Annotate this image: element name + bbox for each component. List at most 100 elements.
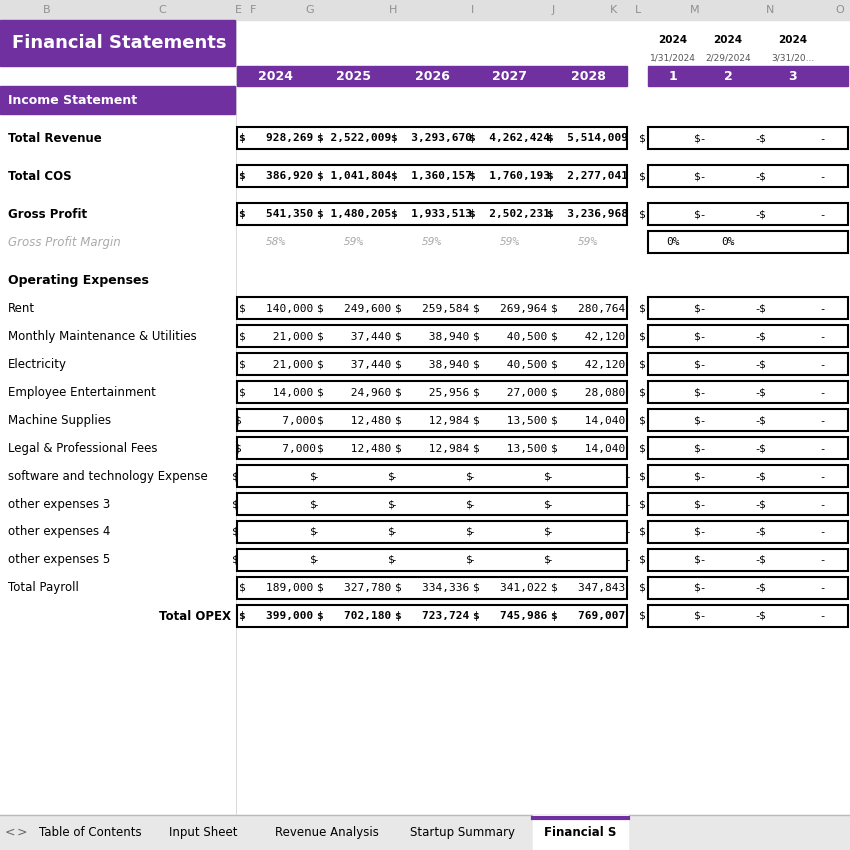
Text: $           -: $ - bbox=[466, 555, 554, 565]
Text: $   347,843: $ 347,843 bbox=[551, 583, 625, 593]
Bar bbox=[237, 549, 627, 571]
Text: $        -: $ - bbox=[639, 209, 706, 219]
Text: $        -: $ - bbox=[759, 499, 827, 509]
Bar bbox=[648, 409, 848, 431]
Text: $   745,986: $ 745,986 bbox=[473, 611, 547, 621]
Bar bbox=[237, 381, 627, 403]
Bar bbox=[237, 577, 627, 599]
Text: $        -: $ - bbox=[694, 331, 762, 341]
Text: $        -: $ - bbox=[694, 527, 762, 537]
Text: 59%: 59% bbox=[500, 237, 520, 247]
Text: Gross Profit: Gross Profit bbox=[8, 207, 87, 220]
Text: $    42,120: $ 42,120 bbox=[551, 331, 625, 341]
Text: $    14,040: $ 14,040 bbox=[551, 443, 625, 453]
Text: $   269,964: $ 269,964 bbox=[473, 303, 547, 313]
Text: $        -: $ - bbox=[759, 555, 827, 565]
Text: $        -: $ - bbox=[639, 387, 706, 397]
Bar bbox=[648, 577, 848, 599]
Bar bbox=[237, 605, 627, 627]
Text: Revenue Analysis: Revenue Analysis bbox=[275, 826, 379, 839]
Text: $   189,000: $ 189,000 bbox=[239, 583, 313, 593]
Text: $        -: $ - bbox=[759, 611, 827, 621]
Bar bbox=[0, 20, 235, 66]
Bar bbox=[237, 353, 627, 375]
Text: 2024: 2024 bbox=[659, 35, 688, 45]
Text: 59%: 59% bbox=[344, 237, 364, 247]
Bar bbox=[648, 203, 848, 225]
Text: $           -: $ - bbox=[544, 527, 632, 537]
Bar bbox=[237, 66, 627, 86]
Text: $  5,514,009: $ 5,514,009 bbox=[547, 133, 628, 143]
Text: Monthly Maintenance & Utilities: Monthly Maintenance & Utilities bbox=[8, 330, 196, 343]
Text: Machine Supplies: Machine Supplies bbox=[8, 413, 111, 427]
Text: $  1,760,193: $ 1,760,193 bbox=[469, 171, 551, 181]
Text: $    25,956: $ 25,956 bbox=[395, 387, 469, 397]
Text: $    24,960: $ 24,960 bbox=[317, 387, 391, 397]
Bar bbox=[237, 493, 627, 515]
Text: Employee Entertainment: Employee Entertainment bbox=[8, 386, 156, 399]
Text: $   280,764: $ 280,764 bbox=[551, 303, 625, 313]
Text: $        -: $ - bbox=[639, 471, 706, 481]
Text: $        -: $ - bbox=[759, 387, 827, 397]
Text: $        -: $ - bbox=[694, 359, 762, 369]
Text: Startup Summary: Startup Summary bbox=[410, 826, 515, 839]
Text: $        -: $ - bbox=[694, 171, 762, 181]
Text: 2/29/2024: 2/29/2024 bbox=[706, 54, 751, 63]
Text: 58%: 58% bbox=[266, 237, 286, 247]
Text: 1/31/2024: 1/31/2024 bbox=[650, 54, 696, 63]
Bar bbox=[648, 325, 848, 347]
Text: $        -: $ - bbox=[694, 387, 762, 397]
Text: Input Sheet: Input Sheet bbox=[169, 826, 238, 839]
Text: $  2,502,231: $ 2,502,231 bbox=[469, 209, 551, 219]
Text: $           -: $ - bbox=[310, 555, 398, 565]
Bar bbox=[648, 231, 848, 253]
Text: 59%: 59% bbox=[578, 237, 598, 247]
Text: $        -: $ - bbox=[759, 209, 827, 219]
Text: $   140,000: $ 140,000 bbox=[239, 303, 313, 313]
Text: H: H bbox=[388, 5, 397, 15]
Bar bbox=[0, 0, 850, 20]
Text: $        -: $ - bbox=[759, 527, 827, 537]
Text: $   259,584: $ 259,584 bbox=[395, 303, 469, 313]
Text: $    27,000: $ 27,000 bbox=[473, 387, 547, 397]
Text: $    37,440: $ 37,440 bbox=[317, 359, 391, 369]
Text: 0%: 0% bbox=[722, 237, 734, 247]
Bar bbox=[648, 127, 848, 149]
Text: $        -: $ - bbox=[694, 555, 762, 565]
Text: 59%: 59% bbox=[422, 237, 442, 247]
Bar bbox=[237, 325, 627, 347]
Text: C: C bbox=[158, 5, 166, 15]
Text: $   386,920: $ 386,920 bbox=[239, 171, 313, 181]
Text: <: < bbox=[5, 826, 15, 839]
Text: Total Revenue: Total Revenue bbox=[8, 132, 102, 144]
Text: $        -: $ - bbox=[639, 499, 706, 509]
Bar bbox=[533, 815, 628, 850]
Text: $        -: $ - bbox=[694, 133, 762, 143]
Bar bbox=[0, 815, 850, 850]
Bar bbox=[648, 381, 848, 403]
Bar bbox=[237, 521, 627, 543]
Text: Gross Profit Margin: Gross Profit Margin bbox=[8, 235, 121, 248]
Text: $        -: $ - bbox=[759, 359, 827, 369]
Text: $  2,277,041: $ 2,277,041 bbox=[547, 171, 628, 181]
Text: $        -: $ - bbox=[759, 331, 827, 341]
Text: $        -: $ - bbox=[639, 331, 706, 341]
Text: O: O bbox=[836, 5, 844, 15]
Text: 2027: 2027 bbox=[492, 70, 528, 82]
Text: $        -: $ - bbox=[639, 583, 706, 593]
Text: >: > bbox=[17, 826, 27, 839]
Text: $   327,780: $ 327,780 bbox=[317, 583, 391, 593]
Text: $    14,040: $ 14,040 bbox=[551, 415, 625, 425]
Text: $   249,600: $ 249,600 bbox=[317, 303, 391, 313]
Text: $        -: $ - bbox=[694, 499, 762, 509]
Text: $           -: $ - bbox=[544, 499, 632, 509]
Bar bbox=[237, 465, 627, 487]
Text: $           -: $ - bbox=[232, 471, 320, 481]
Text: $        -: $ - bbox=[759, 583, 827, 593]
Text: 2: 2 bbox=[723, 70, 733, 82]
Bar bbox=[648, 165, 848, 187]
Bar bbox=[648, 493, 848, 515]
Text: $ 1,041,804: $ 1,041,804 bbox=[317, 171, 391, 181]
Text: Legal & Professional Fees: Legal & Professional Fees bbox=[8, 441, 157, 455]
Text: $           -: $ - bbox=[388, 555, 476, 565]
